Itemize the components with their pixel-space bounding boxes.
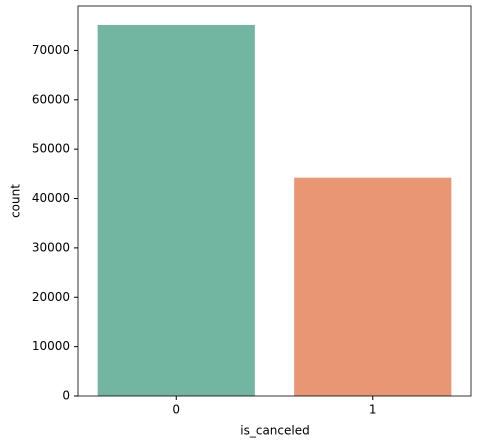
y-tick-label: 50000	[32, 142, 70, 156]
y-tick-label: 60000	[32, 92, 70, 106]
y-tick-label: 20000	[32, 290, 70, 304]
x-axis-label: is_canceled	[240, 424, 309, 438]
y-tick-label: 0	[62, 389, 70, 403]
bar	[97, 24, 255, 397]
y-tick-label: 70000	[32, 43, 70, 57]
y-tick-label: 10000	[32, 339, 70, 353]
x-tick-label: 0	[172, 403, 180, 417]
bar	[294, 177, 452, 396]
x-tick-label: 1	[369, 403, 377, 417]
y-axis-label: count	[9, 184, 23, 218]
y-tick-label: 40000	[32, 191, 70, 205]
y-tick-label: 30000	[32, 240, 70, 254]
axes-frame	[77, 5, 472, 397]
